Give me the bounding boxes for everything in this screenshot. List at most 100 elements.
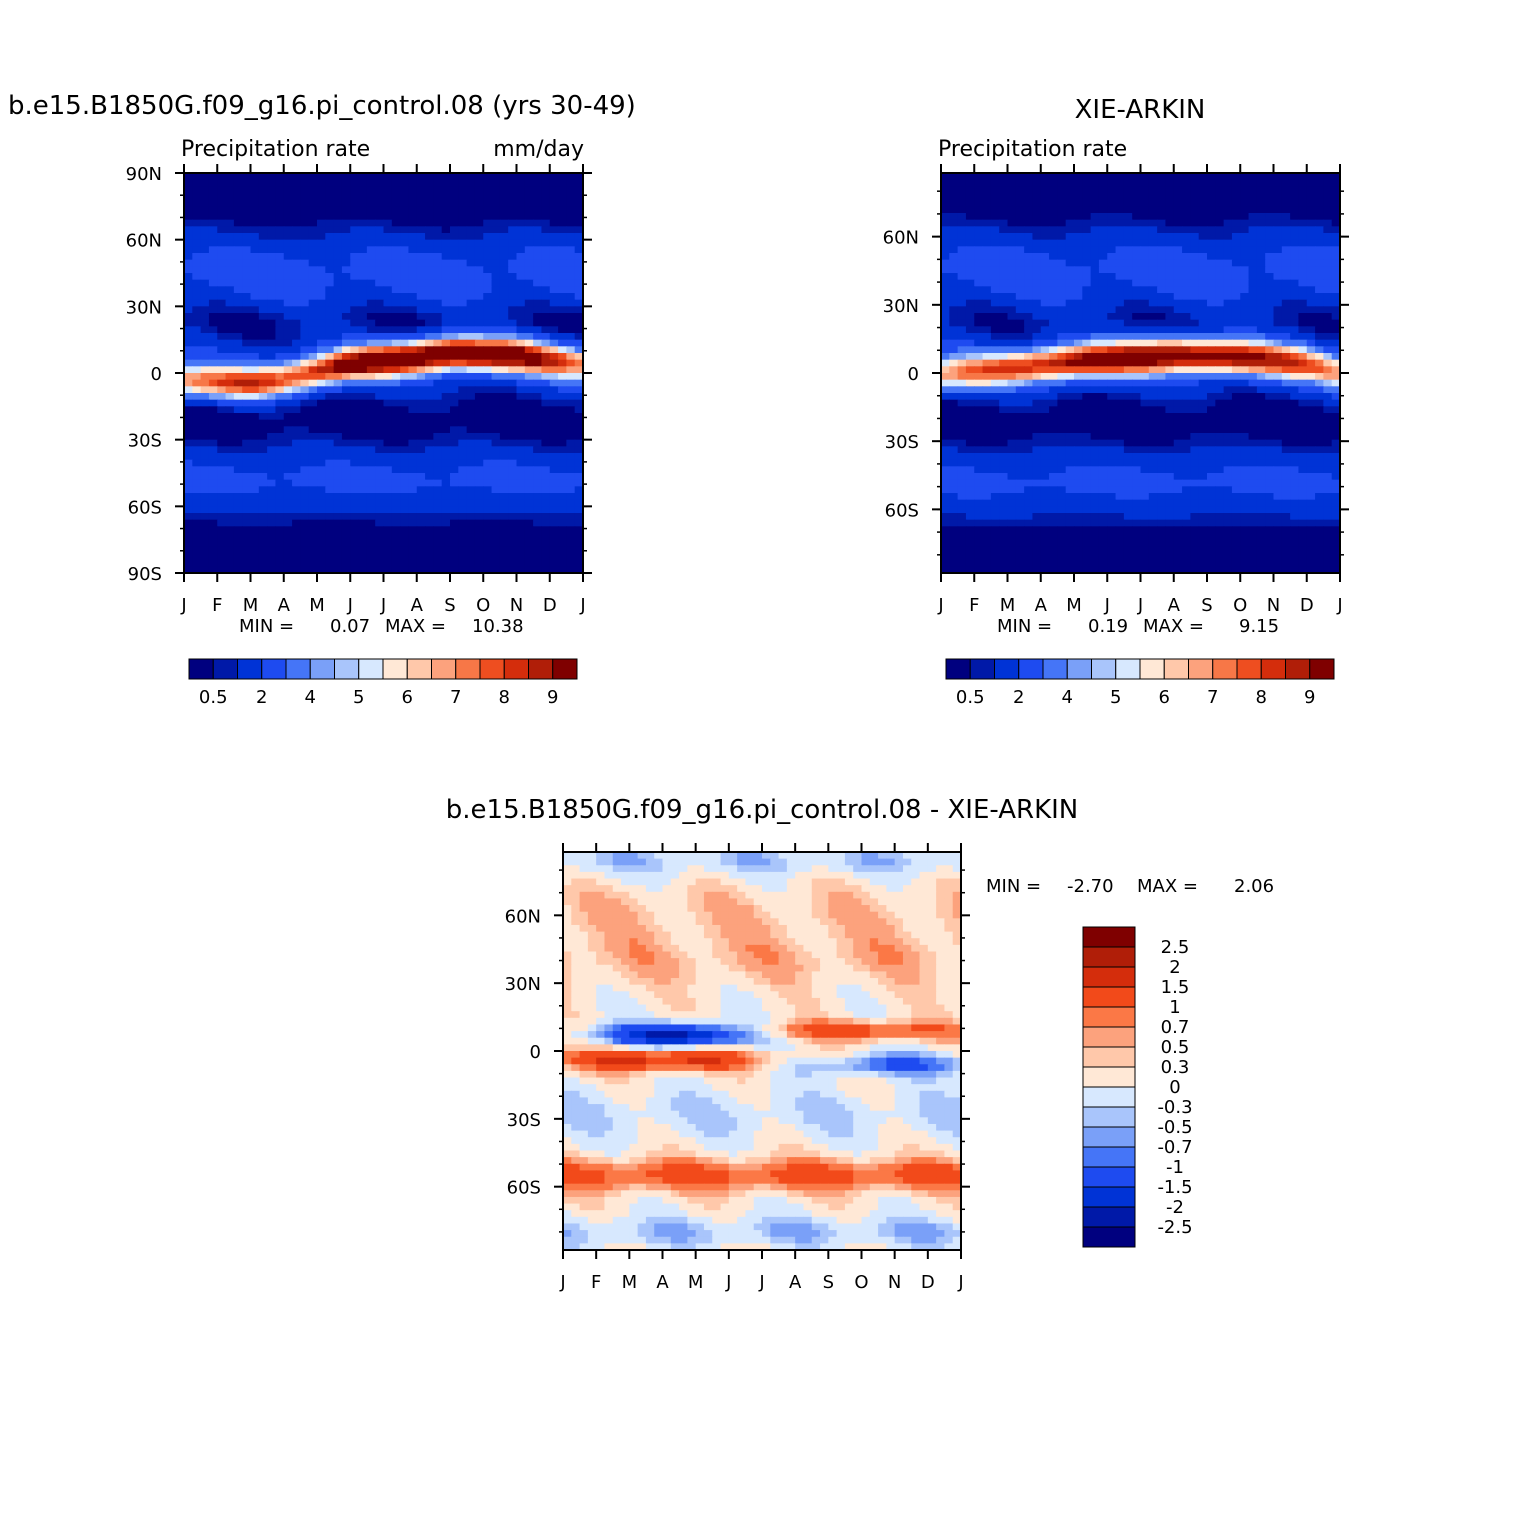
field-cell [1040, 299, 1050, 307]
field-cell [400, 199, 410, 207]
field-cell [1082, 373, 1092, 381]
field-cell [483, 393, 493, 401]
field-cell [325, 226, 335, 234]
field-cell [1107, 219, 1117, 227]
field-cell [574, 293, 583, 301]
field-cell [1107, 186, 1117, 194]
field-cell [1331, 379, 1340, 387]
field-cell [1281, 339, 1291, 347]
field-cell [1165, 346, 1175, 354]
field-cell [524, 446, 534, 454]
field-cell [1123, 353, 1133, 361]
field-cell [1331, 406, 1340, 414]
field-cell [425, 339, 434, 347]
field-cell [408, 273, 418, 281]
field-cell [941, 339, 950, 347]
field-cell [1024, 206, 1034, 214]
field-cell [558, 226, 567, 234]
field-cell [1040, 279, 1050, 287]
field-cell [1298, 239, 1308, 247]
field-cell [957, 339, 967, 347]
field-cell [566, 439, 576, 447]
field-cell [1123, 219, 1133, 227]
field-cell [1115, 333, 1125, 341]
field-cell [250, 519, 260, 527]
field-cell [982, 253, 992, 261]
field-cell [949, 193, 959, 201]
field-cell [483, 266, 493, 274]
field-cell [1331, 319, 1340, 327]
field-cell [1140, 286, 1150, 294]
field-cell [474, 306, 484, 314]
field-cell [325, 266, 335, 274]
field-cell [350, 199, 360, 207]
field-cell [333, 219, 343, 227]
field-cell [491, 233, 501, 241]
field-cell [474, 373, 484, 381]
field-cell [516, 459, 526, 467]
field-cell [999, 319, 1009, 327]
field-cell [1074, 299, 1083, 307]
field-cell [242, 399, 252, 407]
field-cell [516, 566, 526, 573]
field-cell [258, 566, 268, 573]
field-cell [333, 193, 343, 201]
field-cell [317, 413, 326, 421]
field-cell [242, 473, 252, 481]
field-cell [308, 453, 318, 461]
field-cell [508, 479, 518, 487]
field-cell [441, 293, 451, 301]
field-cell [1157, 266, 1167, 274]
field-cell [533, 553, 543, 561]
field-cell [242, 346, 252, 354]
field-cell [941, 246, 950, 254]
field-cell [317, 459, 326, 467]
field-cell [1248, 286, 1258, 294]
field-cell [408, 226, 418, 234]
field-cell [391, 213, 401, 221]
field-cell [1057, 226, 1067, 234]
field-cell [965, 226, 975, 234]
field-cell [516, 519, 526, 527]
field-cell [1273, 373, 1283, 381]
field-cell [558, 313, 567, 321]
field-cell [1132, 179, 1142, 187]
y-tick-label: 60N [126, 231, 162, 252]
field-cell [441, 413, 451, 421]
field-cell [184, 519, 193, 527]
field-cell [566, 359, 576, 367]
field-cell [416, 339, 426, 347]
field-cell [1315, 433, 1324, 441]
field-cell [1157, 313, 1167, 321]
field-cell [1306, 239, 1316, 247]
field-cell [1148, 339, 1158, 347]
field-cell [1331, 339, 1340, 347]
field-cell [1215, 199, 1225, 207]
field-cell [1040, 213, 1050, 221]
field-cell [1123, 419, 1133, 427]
field-cell [391, 393, 401, 401]
field-cell [225, 306, 235, 314]
field-cell [949, 413, 959, 421]
field-cell [267, 299, 277, 307]
field-cell [1049, 406, 1058, 414]
field-cell [317, 526, 326, 534]
field-cell [1290, 179, 1300, 187]
field-cell [1132, 233, 1142, 241]
field-cell [250, 193, 260, 201]
field-cell [250, 499, 260, 507]
field-cell [1107, 339, 1117, 347]
field-cell [1007, 266, 1017, 274]
field-cell [233, 519, 243, 527]
field-cell [391, 279, 401, 287]
field-cell [1315, 206, 1324, 214]
field-cell [466, 413, 476, 421]
field-cell [1190, 173, 1200, 181]
field-cell [217, 179, 227, 187]
field-cell [1098, 386, 1108, 394]
field-cell [1107, 266, 1117, 274]
field-cell [1190, 419, 1200, 427]
field-cell [258, 439, 268, 447]
field-cell [1082, 259, 1092, 267]
field-cell [1157, 213, 1167, 221]
